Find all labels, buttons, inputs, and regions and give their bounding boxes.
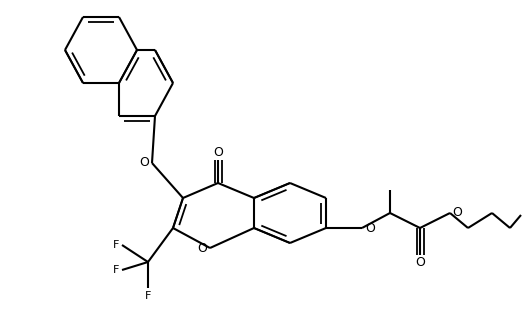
- Text: O: O: [365, 222, 375, 234]
- Text: O: O: [415, 256, 425, 269]
- Text: F: F: [113, 265, 119, 275]
- Text: O: O: [197, 242, 207, 254]
- Text: O: O: [139, 156, 149, 170]
- Text: O: O: [452, 207, 462, 219]
- Text: O: O: [213, 146, 223, 158]
- Text: F: F: [145, 291, 151, 301]
- Text: F: F: [113, 240, 119, 250]
